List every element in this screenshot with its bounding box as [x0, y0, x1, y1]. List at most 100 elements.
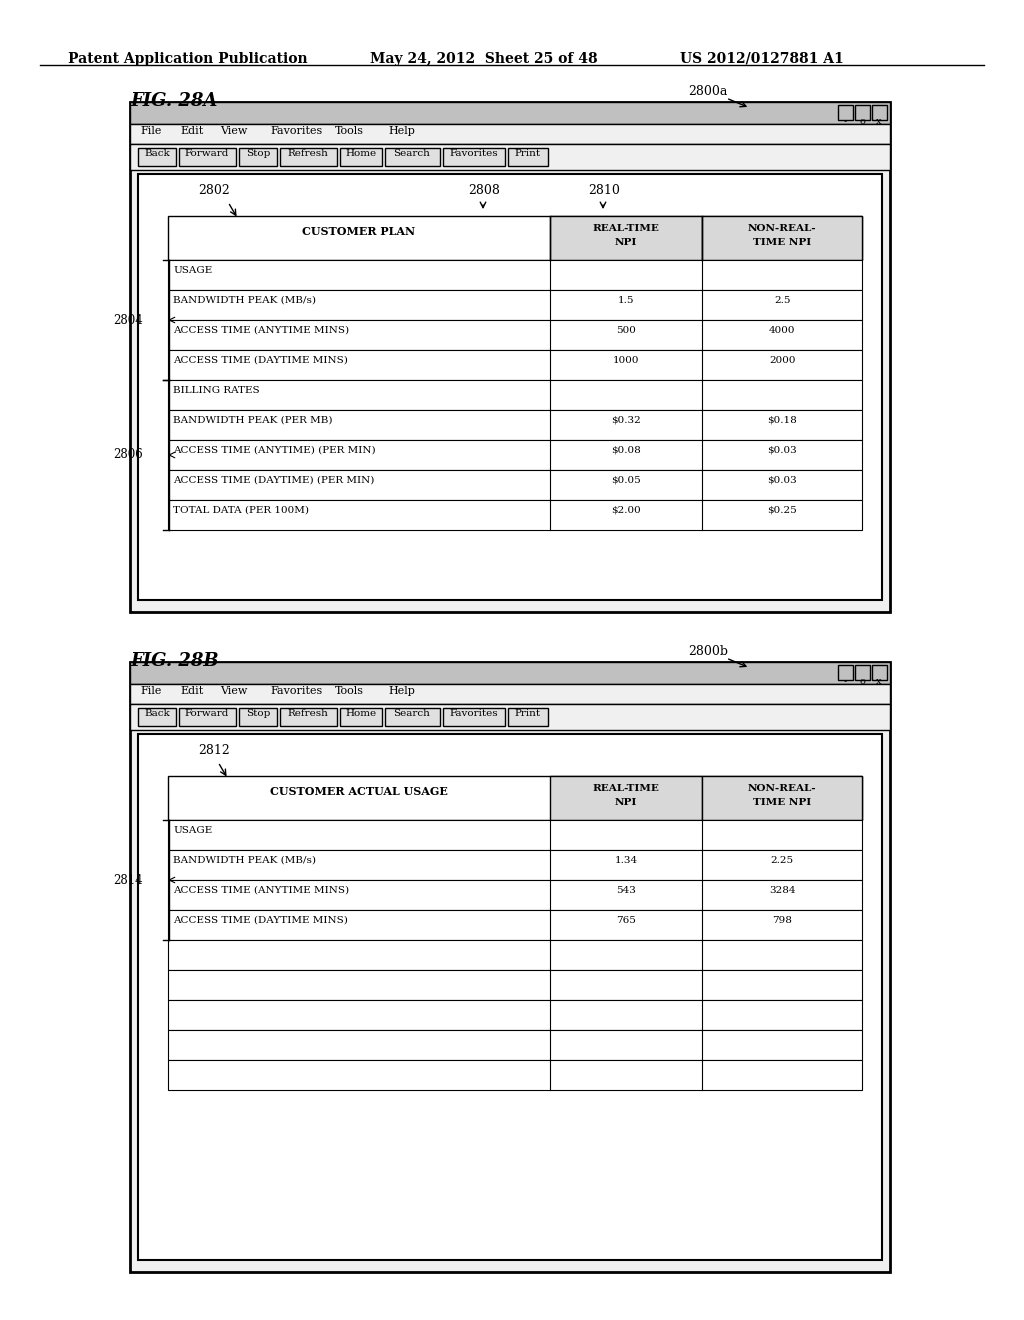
Text: NPI: NPI — [614, 799, 637, 807]
Bar — [280, 148, 337, 166]
Bar — [130, 102, 890, 124]
Text: 500: 500 — [616, 326, 636, 335]
Text: 1.34: 1.34 — [614, 855, 638, 865]
Text: Search: Search — [393, 709, 430, 718]
Text: File: File — [140, 125, 162, 136]
Text: Favorites: Favorites — [450, 709, 499, 718]
Text: Home: Home — [345, 149, 377, 158]
Bar — [138, 734, 882, 1261]
Bar — [130, 704, 890, 730]
Text: $0.18: $0.18 — [767, 416, 797, 425]
Text: 1000: 1000 — [612, 356, 639, 366]
Bar — [130, 124, 890, 144]
Bar — [838, 665, 853, 680]
Text: View: View — [220, 686, 248, 696]
Text: 2802: 2802 — [198, 183, 229, 197]
Text: View: View — [220, 125, 248, 136]
Text: Stop: Stop — [246, 149, 270, 158]
Text: 2806: 2806 — [113, 449, 142, 462]
Text: Help: Help — [388, 125, 415, 136]
Bar — [340, 148, 382, 166]
Text: 1.5: 1.5 — [617, 296, 634, 305]
Text: BANDWIDTH PEAK (PER MB): BANDWIDTH PEAK (PER MB) — [173, 416, 333, 425]
Bar — [179, 708, 236, 726]
Bar — [168, 1030, 862, 1060]
Bar — [508, 148, 548, 166]
Text: FIG. 28B: FIG. 28B — [130, 652, 219, 671]
Bar — [130, 684, 890, 704]
Bar — [130, 102, 890, 612]
Text: $0.03: $0.03 — [767, 477, 797, 484]
Text: NPI: NPI — [614, 238, 637, 247]
Bar — [130, 663, 890, 684]
Bar — [168, 470, 862, 500]
Text: 2800a: 2800a — [688, 84, 727, 98]
Text: 798: 798 — [772, 916, 793, 925]
Text: Print: Print — [515, 149, 541, 158]
Bar — [130, 663, 890, 1272]
Text: $0.25: $0.25 — [767, 506, 797, 515]
Text: $0.32: $0.32 — [611, 416, 641, 425]
Text: $2.00: $2.00 — [611, 506, 641, 515]
Text: o: o — [859, 117, 865, 125]
Text: Edit: Edit — [180, 125, 203, 136]
Text: 3284: 3284 — [769, 886, 796, 895]
Bar — [443, 708, 505, 726]
Text: Back: Back — [144, 709, 170, 718]
Text: CUSTOMER ACTUAL USAGE: CUSTOMER ACTUAL USAGE — [270, 785, 447, 797]
Bar — [168, 1060, 862, 1090]
Text: REAL-TIME: REAL-TIME — [593, 784, 659, 793]
Text: TIME NPI: TIME NPI — [753, 799, 811, 807]
Bar — [179, 148, 236, 166]
Text: USAGE: USAGE — [173, 826, 212, 836]
Bar — [443, 148, 505, 166]
Text: Search: Search — [393, 149, 430, 158]
Text: CUSTOMER PLAN: CUSTOMER PLAN — [302, 226, 416, 238]
Text: Tools: Tools — [335, 125, 364, 136]
Text: 765: 765 — [616, 916, 636, 925]
Bar — [168, 500, 862, 531]
Text: Patent Application Publication: Patent Application Publication — [68, 51, 307, 66]
Text: Print: Print — [515, 709, 541, 718]
Bar — [702, 216, 862, 260]
Text: REAL-TIME: REAL-TIME — [593, 224, 659, 234]
Text: BANDWIDTH PEAK (MB/s): BANDWIDTH PEAK (MB/s) — [173, 855, 316, 865]
Text: 2.25: 2.25 — [771, 855, 794, 865]
Text: 2808: 2808 — [468, 183, 500, 197]
Text: 2814: 2814 — [113, 874, 142, 887]
Text: BILLING RATES: BILLING RATES — [173, 385, 260, 395]
Text: Back: Back — [144, 149, 170, 158]
Text: 4000: 4000 — [769, 326, 796, 335]
Text: o: o — [859, 677, 865, 686]
Text: May 24, 2012  Sheet 25 of 48: May 24, 2012 Sheet 25 of 48 — [370, 51, 598, 66]
Text: 2804: 2804 — [113, 314, 142, 326]
Bar — [168, 880, 862, 909]
Text: ACCESS TIME (ANYTIME MINS): ACCESS TIME (ANYTIME MINS) — [173, 886, 349, 895]
Text: Refresh: Refresh — [288, 709, 329, 718]
Bar — [385, 708, 440, 726]
Text: ACCESS TIME (DAYTIME MINS): ACCESS TIME (DAYTIME MINS) — [173, 916, 348, 925]
Text: 2812: 2812 — [198, 744, 229, 756]
Text: x: x — [877, 677, 882, 686]
Text: ACCESS TIME (ANYTIME MINS): ACCESS TIME (ANYTIME MINS) — [173, 326, 349, 335]
Bar — [550, 776, 702, 820]
Text: Help: Help — [388, 686, 415, 696]
Bar — [838, 106, 853, 120]
Bar — [138, 174, 882, 601]
Bar — [168, 909, 862, 940]
Text: Home: Home — [345, 709, 377, 718]
Text: 2810: 2810 — [588, 183, 620, 197]
Bar — [168, 940, 862, 970]
Bar — [168, 776, 862, 820]
Text: $0.03: $0.03 — [767, 446, 797, 455]
Text: $0.05: $0.05 — [611, 477, 641, 484]
Text: Edit: Edit — [180, 686, 203, 696]
Bar — [138, 148, 176, 166]
Bar — [138, 708, 176, 726]
Bar — [168, 290, 862, 319]
Bar — [855, 665, 870, 680]
Bar — [855, 106, 870, 120]
Text: Forward: Forward — [184, 149, 229, 158]
Bar — [340, 708, 382, 726]
Bar — [130, 144, 890, 170]
